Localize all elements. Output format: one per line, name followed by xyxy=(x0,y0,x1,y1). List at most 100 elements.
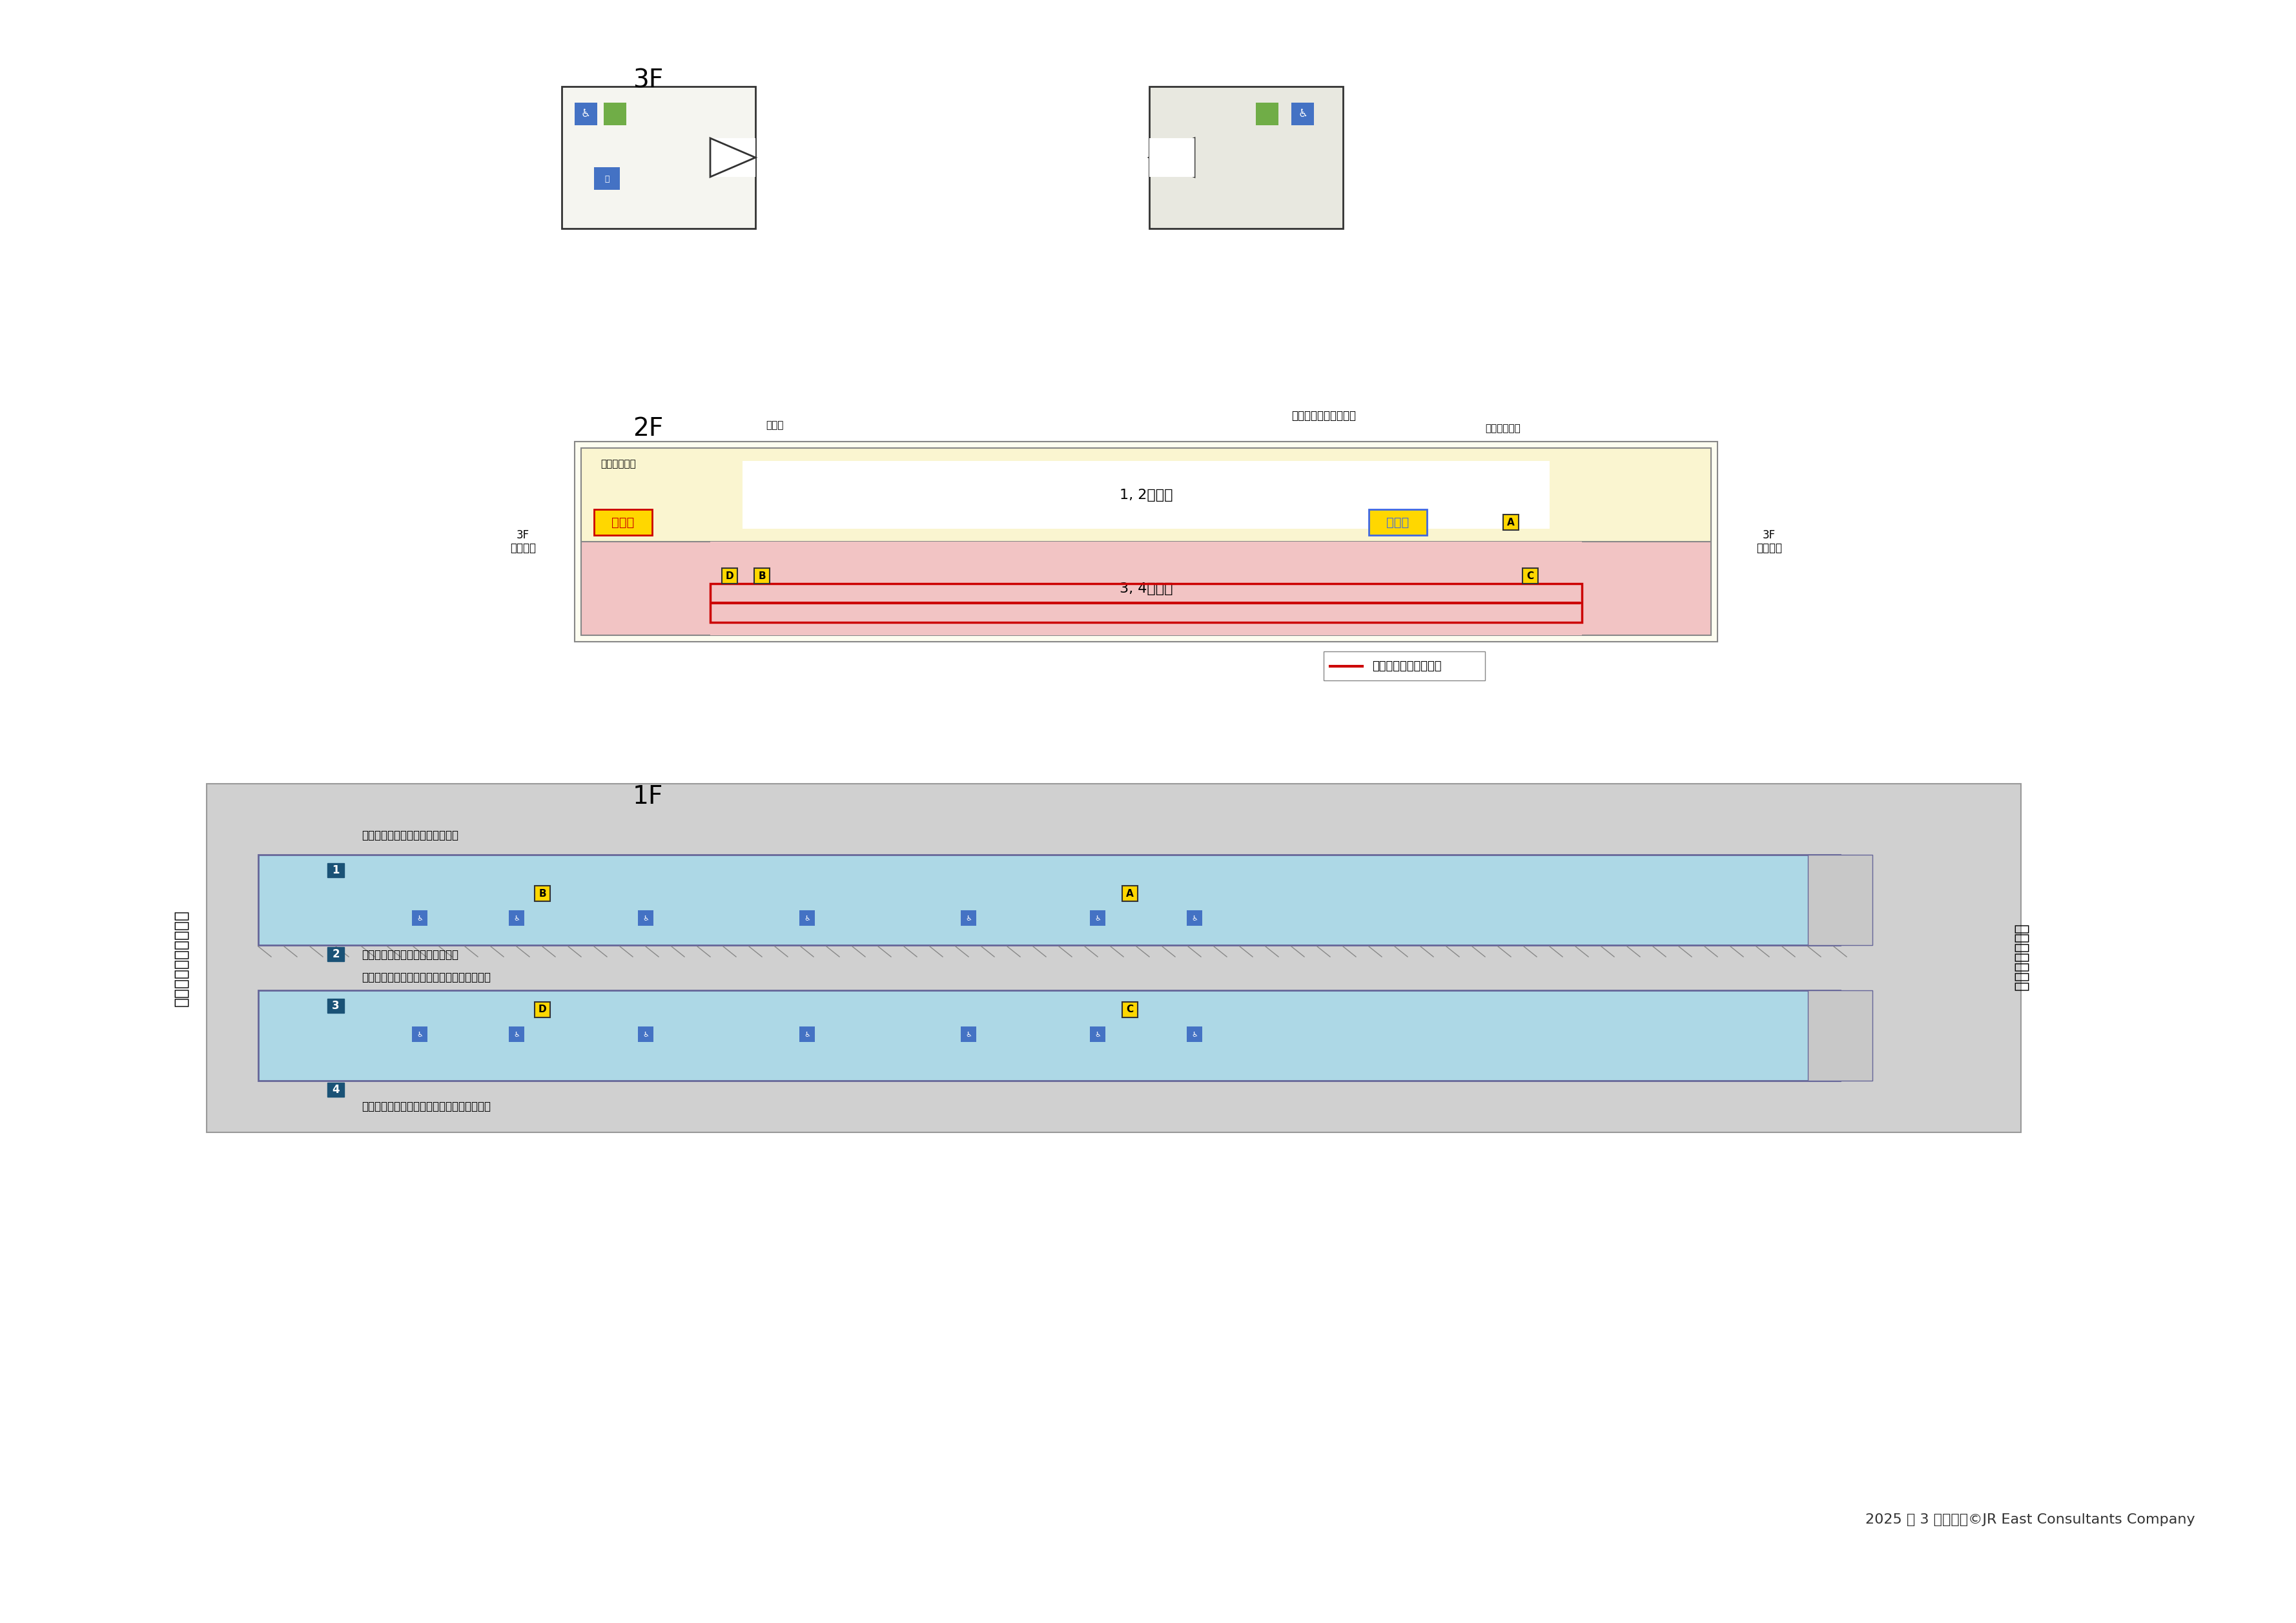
Text: ♿: ♿ xyxy=(416,915,422,922)
Text: 1: 1 xyxy=(333,865,340,876)
Text: ♿: ♿ xyxy=(643,1031,650,1037)
Text: ♿: ♿ xyxy=(1192,915,1199,922)
Polygon shape xyxy=(709,138,755,177)
Bar xyxy=(1368,510,1426,536)
Bar xyxy=(328,863,344,878)
Bar xyxy=(510,911,523,925)
Bar xyxy=(1150,138,1194,177)
Text: 2: 2 xyxy=(333,948,340,959)
Bar xyxy=(960,1026,976,1042)
Bar xyxy=(1522,568,1538,584)
Text: ♿: ♿ xyxy=(514,915,519,922)
Bar xyxy=(1504,514,1518,531)
Text: ♿: ♿ xyxy=(643,915,650,922)
Text: ♿: ♿ xyxy=(416,1031,422,1037)
Bar xyxy=(709,542,1582,635)
Text: 3, 4番線へ: 3, 4番線へ xyxy=(1120,583,1173,596)
Text: 京浜東北線（東京・上野・浦和・大宮方面）: 京浜東北線（東京・上野・浦和・大宮方面） xyxy=(360,972,491,984)
Text: ♿: ♿ xyxy=(1095,915,1100,922)
Bar xyxy=(574,102,597,125)
Bar xyxy=(328,998,344,1013)
Bar xyxy=(638,911,654,925)
Bar xyxy=(510,1026,523,1042)
Bar xyxy=(1290,102,1313,125)
Bar xyxy=(411,911,427,925)
Text: D: D xyxy=(537,1005,546,1014)
Bar xyxy=(709,138,755,177)
Bar xyxy=(960,911,976,925)
Bar xyxy=(1807,855,1874,945)
Bar xyxy=(328,948,344,961)
Bar xyxy=(595,167,620,190)
Bar xyxy=(1091,1026,1104,1042)
Bar xyxy=(1187,1026,1203,1042)
Text: ♿: ♿ xyxy=(1095,1031,1100,1037)
Text: 1F: 1F xyxy=(634,784,664,808)
Bar xyxy=(581,448,1711,542)
Text: 精算所: 精算所 xyxy=(767,420,783,430)
Text: ♿: ♿ xyxy=(964,915,971,922)
Bar xyxy=(328,1083,344,1097)
Text: ♿: ♿ xyxy=(1297,107,1309,120)
Text: 京浜東北線（品川・蒲田・横浜・大船方面）: 京浜東北線（品川・蒲田・横浜・大船方面） xyxy=(360,1100,491,1112)
Text: 山手線（渋谷・新宿・池袋方面）: 山手線（渋谷・新宿・池袋方面） xyxy=(360,949,459,961)
Bar xyxy=(257,855,1839,945)
Text: A: A xyxy=(1506,518,1515,527)
Bar xyxy=(721,568,737,584)
Text: ♿: ♿ xyxy=(581,107,590,120)
Polygon shape xyxy=(1150,138,1194,177)
Text: 都営浅草線、京急線へ: 都営浅草線、京急線へ xyxy=(1290,411,1357,422)
Text: C: C xyxy=(1127,1005,1134,1014)
Text: 北改札: 北改札 xyxy=(1387,516,1410,529)
Text: 1, 2番線へ: 1, 2番線へ xyxy=(1120,489,1173,502)
Bar xyxy=(1807,990,1874,1081)
Text: きっぷうりば: きっぷうりば xyxy=(1486,424,1520,433)
Text: きっぷうりば: きっぷうりば xyxy=(602,459,636,469)
Text: バリアフリー移動経路: バリアフリー移動経路 xyxy=(1373,661,1442,672)
Text: 4: 4 xyxy=(333,1084,340,1096)
Bar xyxy=(638,1026,654,1042)
Bar xyxy=(581,448,1711,635)
Text: ♿: ♿ xyxy=(804,915,810,922)
Bar xyxy=(411,1026,427,1042)
Bar xyxy=(257,990,1839,1081)
Bar xyxy=(604,102,627,125)
Bar xyxy=(1150,86,1343,229)
Bar xyxy=(799,911,815,925)
Text: C: C xyxy=(1527,571,1534,581)
Bar xyxy=(753,568,769,584)
Text: A: A xyxy=(1125,889,1134,899)
Text: 3F
デッキへ: 3F デッキへ xyxy=(510,529,535,553)
Text: ♿: ♿ xyxy=(1192,1031,1199,1037)
Text: 品川・渋谷・蒲田方面: 品川・渋谷・蒲田方面 xyxy=(172,909,188,1006)
Bar xyxy=(535,1001,551,1018)
Bar xyxy=(799,1026,815,1042)
Bar xyxy=(207,784,2020,1133)
Text: 🚻: 🚻 xyxy=(604,175,608,183)
Text: 2F: 2F xyxy=(634,417,664,441)
Bar xyxy=(595,510,652,536)
Text: ♿: ♿ xyxy=(804,1031,810,1037)
Bar xyxy=(574,441,1717,641)
Text: D: D xyxy=(726,571,735,581)
Bar xyxy=(709,584,1582,622)
Bar xyxy=(1091,911,1104,925)
Text: 東京・上野方面: 東京・上野方面 xyxy=(2014,923,2030,992)
Text: ♿: ♿ xyxy=(964,1031,971,1037)
Bar xyxy=(535,886,551,901)
Bar xyxy=(742,461,1550,529)
Text: B: B xyxy=(540,889,546,899)
Bar xyxy=(1187,911,1203,925)
Text: 3: 3 xyxy=(333,1000,340,1011)
Bar xyxy=(1123,1001,1139,1018)
Text: 3F
デッキへ: 3F デッキへ xyxy=(1756,529,1782,553)
Text: 南改札: 南改札 xyxy=(611,516,634,529)
Text: 3F: 3F xyxy=(634,68,664,93)
Bar xyxy=(1123,886,1139,901)
Text: 2025 年 3 月現在　©JR East Consultants Company: 2025 年 3 月現在 ©JR East Consultants Compan… xyxy=(1867,1513,2195,1526)
Text: B: B xyxy=(758,571,765,581)
Bar xyxy=(1322,651,1486,680)
Text: 山手線（東京・上野・横断方面）: 山手線（東京・上野・横断方面） xyxy=(360,829,459,841)
Text: ♿: ♿ xyxy=(514,1031,519,1037)
Bar xyxy=(1256,102,1279,125)
